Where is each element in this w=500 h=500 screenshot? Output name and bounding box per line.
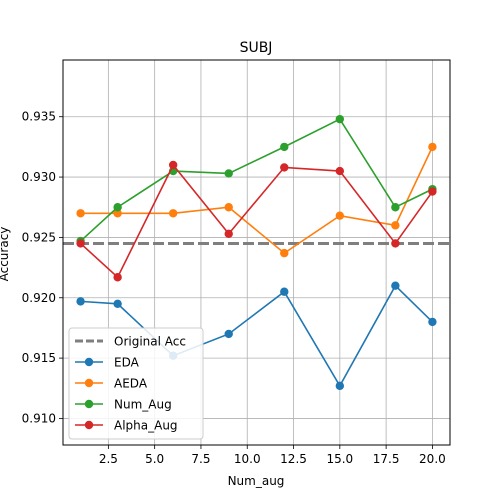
legend-marker xyxy=(85,379,93,387)
data-point xyxy=(428,143,436,151)
x-tick-label: 5.0 xyxy=(145,452,164,466)
legend-marker xyxy=(85,400,93,408)
y-axis-label: Accuracy xyxy=(0,227,11,282)
y-tick-label: 0.920 xyxy=(22,291,56,305)
chart-title: SUBJ xyxy=(240,40,273,56)
data-point xyxy=(336,382,344,390)
data-point xyxy=(391,203,399,211)
legend-label: Num_Aug xyxy=(114,398,172,412)
data-point xyxy=(225,330,233,338)
data-point xyxy=(113,300,121,308)
x-tick-label: 2.5 xyxy=(99,452,118,466)
y-tick-label: 0.910 xyxy=(22,411,56,425)
data-point xyxy=(336,211,344,219)
data-point xyxy=(169,161,177,169)
data-point xyxy=(113,273,121,281)
legend-label: EDA xyxy=(114,356,140,370)
x-tick-label: 10.0 xyxy=(234,452,261,466)
legend-label: Alpha_Aug xyxy=(114,419,178,433)
data-point xyxy=(225,169,233,177)
data-point xyxy=(76,209,84,217)
data-point xyxy=(391,239,399,247)
data-point xyxy=(336,115,344,123)
data-point xyxy=(391,221,399,229)
x-tick-label: 15.0 xyxy=(326,452,353,466)
data-point xyxy=(169,209,177,217)
data-point xyxy=(280,288,288,296)
data-point xyxy=(280,249,288,257)
x-axis-label: Num_aug xyxy=(228,474,285,488)
x-tick-label: 7.5 xyxy=(191,452,210,466)
y-tick-label: 0.930 xyxy=(22,170,56,184)
y-tick-label: 0.935 xyxy=(22,110,56,124)
data-point xyxy=(280,163,288,171)
y-tick-label: 0.915 xyxy=(22,351,56,365)
legend-label: Original Acc xyxy=(114,335,186,349)
data-point xyxy=(76,297,84,305)
data-point xyxy=(76,239,84,247)
x-tick-label: 17.5 xyxy=(373,452,400,466)
data-point xyxy=(391,281,399,289)
y-tick-label: 0.925 xyxy=(22,230,56,244)
data-point xyxy=(225,203,233,211)
data-point xyxy=(428,187,436,195)
x-tick-label: 20.0 xyxy=(419,452,446,466)
legend-marker xyxy=(85,358,93,366)
data-point xyxy=(113,203,121,211)
legend-marker xyxy=(85,421,93,429)
data-point xyxy=(336,167,344,175)
legend-label: AEDA xyxy=(114,377,148,391)
x-tick-label: 12.5 xyxy=(280,452,307,466)
data-point xyxy=(428,318,436,326)
data-point xyxy=(280,143,288,151)
legend: Original Acc EDA AEDA Num_Aug Alpha_Aug xyxy=(69,328,203,439)
data-point xyxy=(225,230,233,238)
